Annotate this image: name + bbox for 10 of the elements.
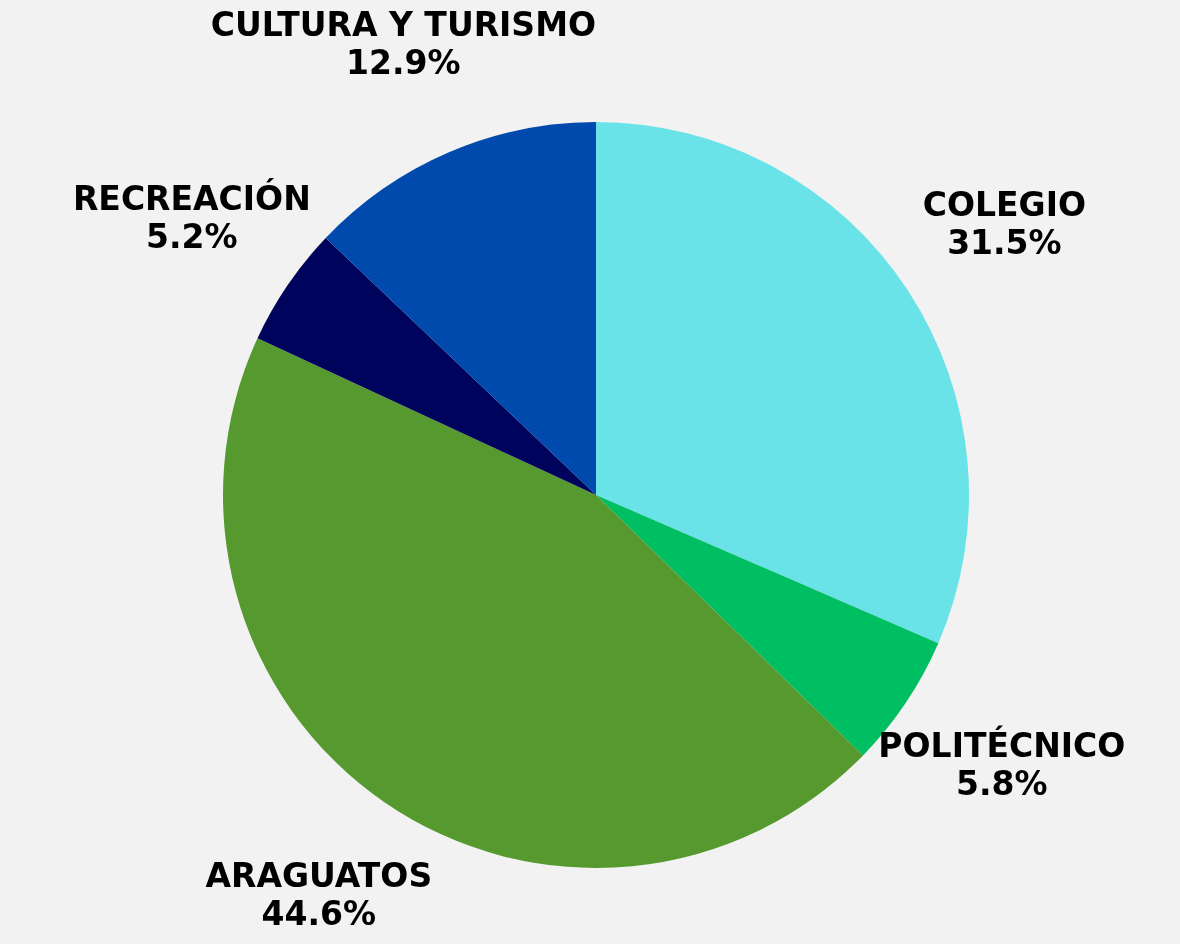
slice-label: RECREACIÓN [72, 177, 311, 218]
slice-label: ARAGUATOS [205, 855, 433, 895]
slice-label: POLITÉCNICO [878, 724, 1126, 765]
data-label: 5.8% [956, 763, 1048, 803]
slice-label: COLEGIO [922, 185, 1087, 225]
data-label: 12.9% [346, 42, 461, 82]
data-label: 31.5% [947, 223, 1062, 263]
data-label: 5.2% [146, 216, 238, 256]
data-label: 44.6% [261, 893, 377, 933]
slice-label: CULTURA Y TURISMO [210, 4, 597, 44]
